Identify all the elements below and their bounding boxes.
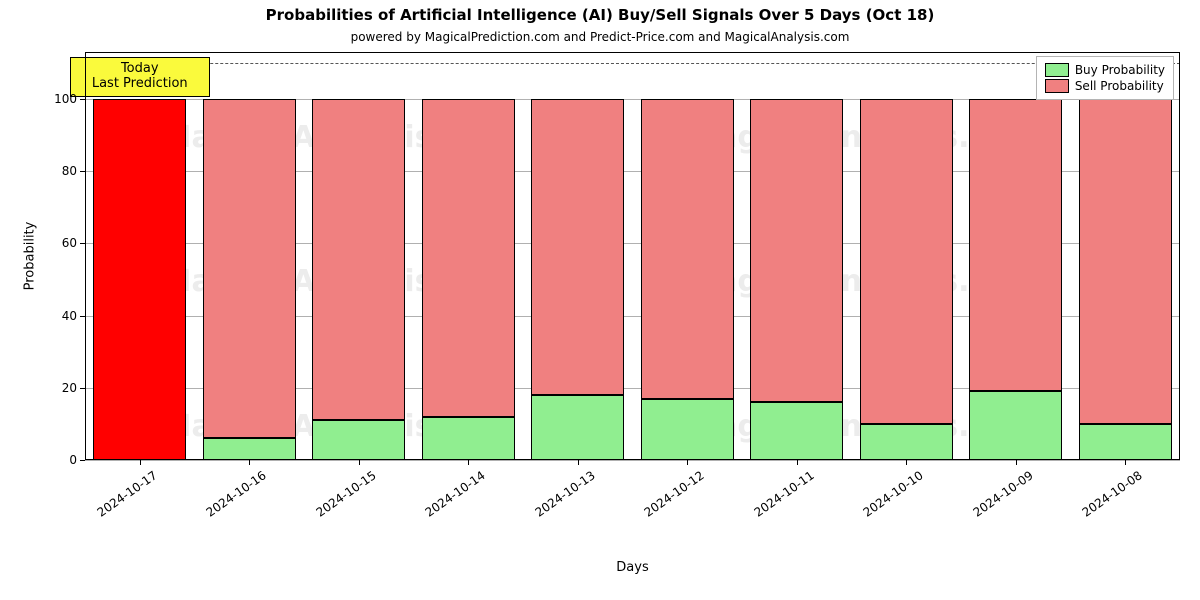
y-tick-label: 20 (62, 381, 85, 395)
plot-area: MagicalAnalysis.comMagicalAnalysis.comMa… (85, 52, 1180, 460)
x-tick-label: 2024-10-09 (965, 460, 1036, 520)
y-tick-label: 60 (62, 236, 85, 250)
y-tick-label: 40 (62, 309, 85, 323)
chart-title: Probabilities of Artificial Intelligence… (0, 6, 1200, 24)
x-axis-label: Days (616, 560, 648, 575)
x-tick-label: 2024-10-12 (636, 460, 707, 520)
plot-border (85, 52, 1180, 460)
x-tick-label: 2024-10-14 (417, 460, 488, 520)
x-tick-label: 2024-10-17 (89, 460, 160, 520)
x-tick-label: 2024-10-10 (855, 460, 926, 520)
chart-subtitle: powered by MagicalPrediction.com and Pre… (0, 30, 1200, 44)
x-tick-label: 2024-10-15 (308, 460, 379, 520)
y-axis-label: Probability (23, 222, 38, 291)
y-tick-label: 0 (69, 453, 85, 467)
figure: Probabilities of Artificial Intelligence… (0, 0, 1200, 600)
x-tick-label: 2024-10-13 (527, 460, 598, 520)
x-tick-label: 2024-10-16 (198, 460, 269, 520)
x-tick-label: 2024-10-11 (746, 460, 817, 520)
y-tick-label: 80 (62, 164, 85, 178)
y-tick-label: 100 (54, 92, 85, 106)
x-tick-label: 2024-10-08 (1074, 460, 1145, 520)
